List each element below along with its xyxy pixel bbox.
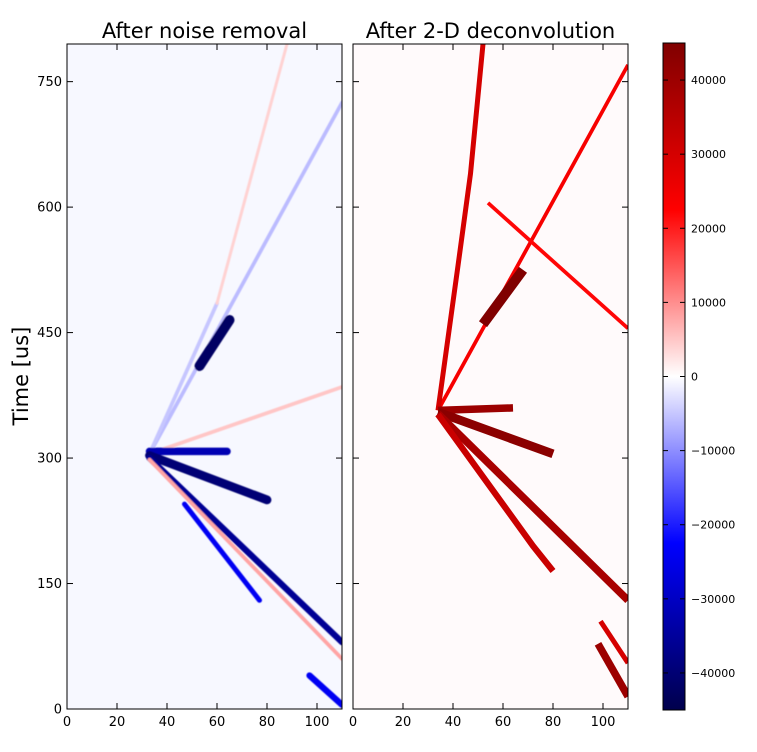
x-tick-label: 100 bbox=[305, 715, 330, 730]
tracks-left bbox=[145, 44, 342, 708]
plot-area-right bbox=[353, 44, 628, 709]
track-right-9 bbox=[598, 619, 628, 665]
y-tick-label: 750 bbox=[37, 75, 62, 90]
y-tick-label: 450 bbox=[37, 326, 62, 341]
x-axis-right: 0 20 40 60 80 100 bbox=[349, 44, 616, 730]
tracks-right bbox=[435, 44, 628, 699]
colorbar-ticks: 40000 30000 20000 10000 0 −10000 −20000 −30000 −… bbox=[663, 74, 735, 680]
colorbar: 40000 30000 20000 10000 0 −10000 −20000 −30000 −… bbox=[662, 42, 735, 711]
colorbar-tick-label: −30000 bbox=[691, 593, 735, 606]
title-right: After 2-D deconvolution bbox=[366, 19, 616, 43]
track-right-0 bbox=[436, 63, 628, 412]
x-tick-label: 80 bbox=[259, 715, 276, 730]
track-right-5 bbox=[435, 412, 556, 573]
x-axis-left: 0 20 40 60 80 100 bbox=[63, 44, 330, 730]
x-tick-label: 40 bbox=[159, 715, 176, 730]
x-tick-label: 40 bbox=[445, 715, 462, 730]
x-tick-label: 0 bbox=[63, 715, 71, 730]
track-right-6 bbox=[478, 266, 528, 328]
plot-area-left bbox=[67, 44, 342, 709]
y-tick-label: 600 bbox=[37, 201, 62, 216]
colorbar-tick-label: 10000 bbox=[691, 296, 726, 309]
track-left-2 bbox=[147, 301, 219, 456]
track-right-3 bbox=[436, 407, 555, 459]
x-tick-label: 20 bbox=[109, 715, 126, 730]
track-left-1 bbox=[147, 385, 342, 456]
colorbar-tick-label: 0 bbox=[691, 371, 698, 384]
title-left: After noise removal bbox=[102, 19, 307, 43]
track-right-8 bbox=[594, 641, 628, 699]
x-tick-label: 100 bbox=[591, 715, 616, 730]
track-left-5 bbox=[145, 451, 272, 505]
colorbar-tick-label: −20000 bbox=[691, 519, 735, 532]
colorbar-tick-label: −40000 bbox=[691, 667, 735, 680]
track-right-4 bbox=[435, 411, 628, 603]
track-right-7 bbox=[486, 201, 628, 330]
colorbar-tick-label: 30000 bbox=[691, 148, 726, 161]
track-left-7 bbox=[194, 315, 235, 371]
track-left-9 bbox=[306, 672, 342, 708]
track-left-8 bbox=[182, 501, 262, 603]
x-tick-label: 20 bbox=[395, 715, 412, 730]
track-left-10 bbox=[147, 457, 342, 661]
panel-noise-removal: After noise removal 0 20 40 60 80 100 0 150 300… bbox=[37, 19, 343, 730]
colorbar-tick-label: 40000 bbox=[691, 74, 726, 87]
x-tick-label: 0 bbox=[349, 715, 357, 730]
colorbar-gradient bbox=[663, 43, 685, 710]
y-axis-label: Time [us] bbox=[9, 327, 33, 427]
y-axis-left: 0 150 300 450 600 750 bbox=[37, 75, 342, 718]
y-tick-label: 0 bbox=[54, 703, 62, 718]
x-tick-label: 60 bbox=[209, 715, 226, 730]
frame-right bbox=[352, 43, 629, 710]
track-left-6 bbox=[146, 454, 342, 646]
x-tick-label: 80 bbox=[545, 715, 562, 730]
track-left-0 bbox=[147, 100, 342, 456]
x-tick-label: 60 bbox=[495, 715, 512, 730]
track-right-2 bbox=[437, 404, 514, 415]
track-right-1 bbox=[435, 44, 486, 411]
y-axis-right-ticks bbox=[353, 81, 628, 710]
colorbar-tick-label: −10000 bbox=[691, 445, 735, 458]
panel-deconvolution: After 2-D deconvolution 0 20 40 60 80 100 bbox=[349, 19, 629, 730]
y-tick-label: 150 bbox=[37, 577, 62, 592]
colorbar-tick-label: 20000 bbox=[691, 222, 726, 235]
track-left-3 bbox=[215, 44, 289, 305]
y-tick-label: 300 bbox=[37, 452, 62, 467]
frame-left bbox=[66, 43, 343, 710]
